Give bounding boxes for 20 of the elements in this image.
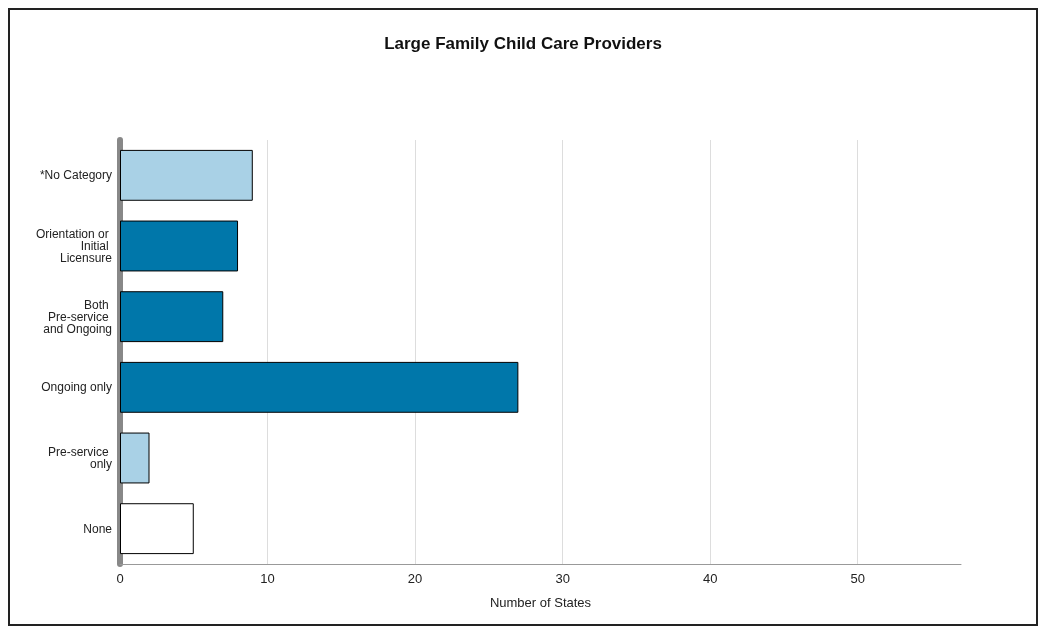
y-tick-label: Pre-service only [47, 445, 112, 471]
x-tick-label: 50 [850, 571, 865, 586]
chart-title: Large Family Child Care Providers [384, 34, 662, 53]
y-tick-label: Both Pre-service and Ongoing [43, 297, 112, 336]
x-tick-label: 40 [702, 571, 718, 586]
y-tick-label: None [83, 521, 113, 536]
bar [120, 220, 239, 272]
bar [120, 291, 224, 343]
bar [120, 361, 519, 413]
x-tick-label: 10 [260, 571, 275, 586]
x-tick-label: 20 [407, 571, 423, 586]
x-tick-label: 0 [116, 571, 124, 586]
bar [120, 149, 253, 201]
bar [120, 503, 194, 555]
x-tick-label: 30 [555, 571, 570, 586]
y-tick-label: Orientation or Initial Licensure [35, 227, 113, 265]
y-tick-label: *No Category [39, 168, 112, 183]
y-tick-label: Ongoing only [41, 380, 112, 395]
x-axis-title: Number of States [489, 595, 592, 610]
bar [120, 432, 150, 484]
